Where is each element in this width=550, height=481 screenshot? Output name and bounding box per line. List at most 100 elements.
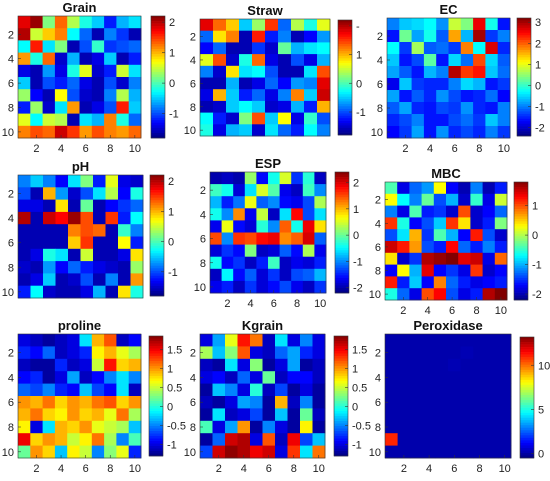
heatmap-cell [265, 54, 279, 67]
colorbar-band [335, 232, 349, 236]
heatmap-cell [397, 433, 411, 446]
heatmap-cell [237, 358, 251, 372]
heatmap-cell [470, 276, 483, 289]
heatmap-cell [265, 65, 279, 78]
colorbar-band [149, 358, 163, 362]
heatmap-cell [275, 383, 288, 397]
heatmap-cell [30, 371, 43, 384]
heatmap-cell [498, 358, 512, 372]
heatmap-cell [128, 113, 142, 127]
colorbar-band [338, 111, 352, 114]
heatmap-cell [55, 236, 69, 250]
heatmap-cell [423, 126, 437, 139]
colorbar-band [150, 197, 164, 201]
heatmap-cell [30, 16, 43, 29]
heatmap-cell [200, 54, 214, 67]
heatmap-cell [435, 383, 449, 397]
heatmap-cell [387, 54, 400, 67]
x-tick-label: 4 [425, 305, 431, 317]
heatmap-cell [30, 224, 44, 237]
colorbar-band [150, 225, 164, 229]
heatmap-cell [433, 241, 447, 254]
heatmap-cell [42, 371, 56, 384]
heatmap-cell [291, 184, 304, 197]
colorbar-band [520, 432, 534, 436]
heatmap-cell [411, 114, 425, 127]
heatmap-cell [470, 217, 483, 230]
heatmap-cell [116, 28, 130, 41]
heatmap-cell [128, 408, 142, 422]
colorbar-band [520, 354, 534, 358]
heatmap-cell [30, 52, 43, 66]
heatmap-cell [128, 383, 142, 397]
colorbar-band [517, 111, 531, 115]
heatmap-cell [54, 433, 68, 446]
heatmap-cell [279, 244, 292, 258]
heatmap-cell [68, 211, 81, 225]
colorbar-band [338, 87, 352, 90]
colorbar-band [517, 89, 531, 93]
heatmap-cell [422, 383, 436, 397]
heatmap-cell [473, 30, 486, 43]
heatmap-cell [67, 16, 80, 29]
heatmap-cell [91, 52, 105, 66]
colorbar-band [149, 378, 163, 382]
heatmap-cell [18, 433, 31, 446]
colorbar-band [149, 401, 163, 404]
heatmap-cell [399, 54, 412, 67]
colorbar-band [335, 189, 349, 193]
heatmap-cell [448, 54, 462, 67]
heatmap-cell [118, 261, 131, 274]
plot-frame [384, 333, 512, 459]
colorbar-band [151, 117, 165, 121]
heatmap-cell [237, 383, 251, 397]
colorbar-band [151, 51, 165, 55]
colorbar-band [514, 231, 528, 234]
heatmap-cell [473, 90, 486, 103]
colorbar-band [520, 392, 534, 396]
heatmap-cell [291, 19, 305, 32]
heatmap-cell [105, 199, 119, 213]
heatmap-cell [397, 396, 411, 409]
heatmap-cell [421, 229, 435, 242]
heatmap-cell [317, 124, 331, 137]
heatmap-cell [314, 232, 327, 245]
heatmap-cell [470, 241, 483, 254]
heatmap-cell [212, 396, 226, 409]
colorbar-frame [519, 336, 535, 459]
colorbar-band [149, 393, 163, 397]
heatmap-cell [130, 175, 144, 188]
heatmap-cell [237, 433, 251, 446]
heatmap-cell [18, 125, 31, 139]
heatmap-cell [494, 264, 508, 277]
colorbar-band [334, 436, 348, 439]
heatmap-cell [104, 89, 117, 102]
colorbar-band [334, 451, 348, 454]
heatmap-cell [244, 184, 257, 197]
heatmap-cell [239, 77, 253, 90]
colorbar-band [514, 258, 528, 261]
heatmap-cell [225, 383, 238, 397]
heatmap-cell [485, 371, 499, 384]
heatmap-cell [482, 182, 496, 195]
heatmap-cell [473, 445, 487, 459]
heatmap-cell [397, 383, 411, 397]
heatmap-cell [433, 229, 447, 242]
heatmap-cell [18, 346, 31, 360]
heatmap-cell [278, 42, 292, 55]
heatmap-cell [458, 229, 471, 242]
heatmap-cell [387, 18, 400, 31]
heatmap-cell [473, 126, 486, 139]
colorbar-band [517, 133, 531, 137]
heatmap-cell [210, 256, 222, 270]
heatmap-cell [387, 90, 400, 103]
heatmap-cell [239, 42, 253, 55]
heatmap-cell [233, 244, 246, 258]
heatmap-cell [213, 30, 227, 43]
heatmap-cell [93, 175, 106, 188]
colorbar-frame [150, 15, 166, 139]
heatmap-cell [291, 89, 305, 102]
heatmap-cell [302, 268, 315, 282]
colorbar-band [149, 396, 163, 399]
heatmap-cell [213, 54, 227, 67]
